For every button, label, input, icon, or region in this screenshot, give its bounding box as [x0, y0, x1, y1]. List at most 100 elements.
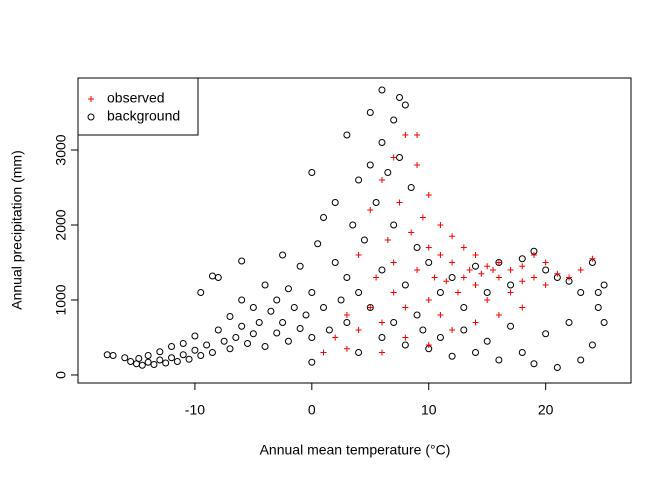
point — [249, 330, 257, 338]
point — [483, 337, 491, 345]
point — [220, 337, 228, 345]
point — [331, 198, 339, 206]
point — [518, 255, 526, 263]
point — [507, 289, 514, 296]
point — [261, 342, 269, 350]
point — [308, 168, 316, 176]
point — [507, 266, 514, 273]
point — [279, 251, 287, 259]
point — [168, 342, 176, 350]
point — [238, 322, 246, 330]
point — [226, 312, 234, 320]
point — [168, 354, 176, 362]
point — [519, 263, 526, 270]
point — [600, 318, 608, 326]
point — [267, 307, 275, 315]
point — [378, 319, 385, 326]
point — [355, 326, 362, 333]
point — [483, 288, 491, 296]
point — [349, 221, 357, 229]
point — [337, 296, 345, 304]
point — [284, 285, 292, 293]
point — [530, 274, 537, 281]
point — [466, 266, 473, 273]
point — [384, 168, 392, 176]
point — [449, 233, 456, 240]
point — [402, 304, 409, 311]
point — [372, 198, 380, 206]
point — [203, 341, 211, 349]
point — [232, 333, 240, 341]
point — [156, 348, 164, 356]
point — [478, 270, 485, 277]
point — [401, 281, 409, 289]
point — [179, 351, 187, 359]
point — [565, 318, 573, 326]
legend-symbol — [87, 113, 95, 121]
point — [490, 266, 497, 273]
point — [519, 278, 526, 285]
point — [449, 326, 456, 333]
point — [378, 138, 386, 146]
point — [472, 251, 479, 258]
point — [138, 361, 146, 369]
point — [425, 341, 432, 348]
point — [238, 296, 246, 304]
point — [332, 334, 339, 341]
point — [484, 263, 491, 270]
point — [308, 288, 316, 296]
point — [425, 296, 432, 303]
point — [261, 281, 269, 289]
point — [448, 273, 456, 281]
point — [495, 356, 503, 364]
point — [402, 334, 409, 341]
point — [401, 341, 409, 349]
point — [308, 333, 316, 341]
point — [390, 116, 398, 124]
point — [197, 351, 205, 359]
point — [437, 251, 444, 258]
x-tick-label: 20 — [538, 402, 554, 418]
point — [367, 206, 374, 213]
point — [314, 240, 322, 248]
legend-symbol — [88, 96, 94, 102]
point — [302, 311, 310, 319]
point — [390, 289, 397, 296]
point — [135, 354, 143, 362]
point — [355, 251, 362, 258]
point — [296, 324, 304, 332]
point — [378, 349, 385, 356]
point — [156, 356, 164, 364]
point — [402, 131, 409, 138]
point — [396, 199, 403, 206]
point — [390, 259, 397, 266]
point — [542, 281, 549, 288]
point — [121, 354, 129, 362]
y-axis-label: Annual precipitation (mm) — [9, 150, 25, 310]
point — [507, 281, 515, 289]
point — [214, 273, 222, 281]
point — [413, 311, 421, 319]
point — [594, 288, 602, 296]
point — [566, 274, 573, 281]
point — [431, 274, 438, 281]
point — [530, 251, 537, 258]
point — [390, 154, 397, 161]
point — [436, 333, 444, 341]
point — [355, 176, 363, 184]
point — [208, 348, 216, 356]
point — [197, 288, 205, 296]
y-tick-label: 2000 — [53, 209, 69, 240]
point — [518, 348, 526, 356]
point — [355, 288, 363, 296]
point — [208, 272, 216, 280]
point — [185, 355, 193, 363]
point — [542, 266, 550, 274]
point — [396, 153, 404, 161]
point — [244, 339, 252, 347]
y-tick-label: 1000 — [53, 284, 69, 315]
point — [109, 351, 117, 359]
y-tick-label: 0 — [53, 371, 69, 379]
point — [600, 281, 608, 289]
point — [577, 356, 585, 364]
